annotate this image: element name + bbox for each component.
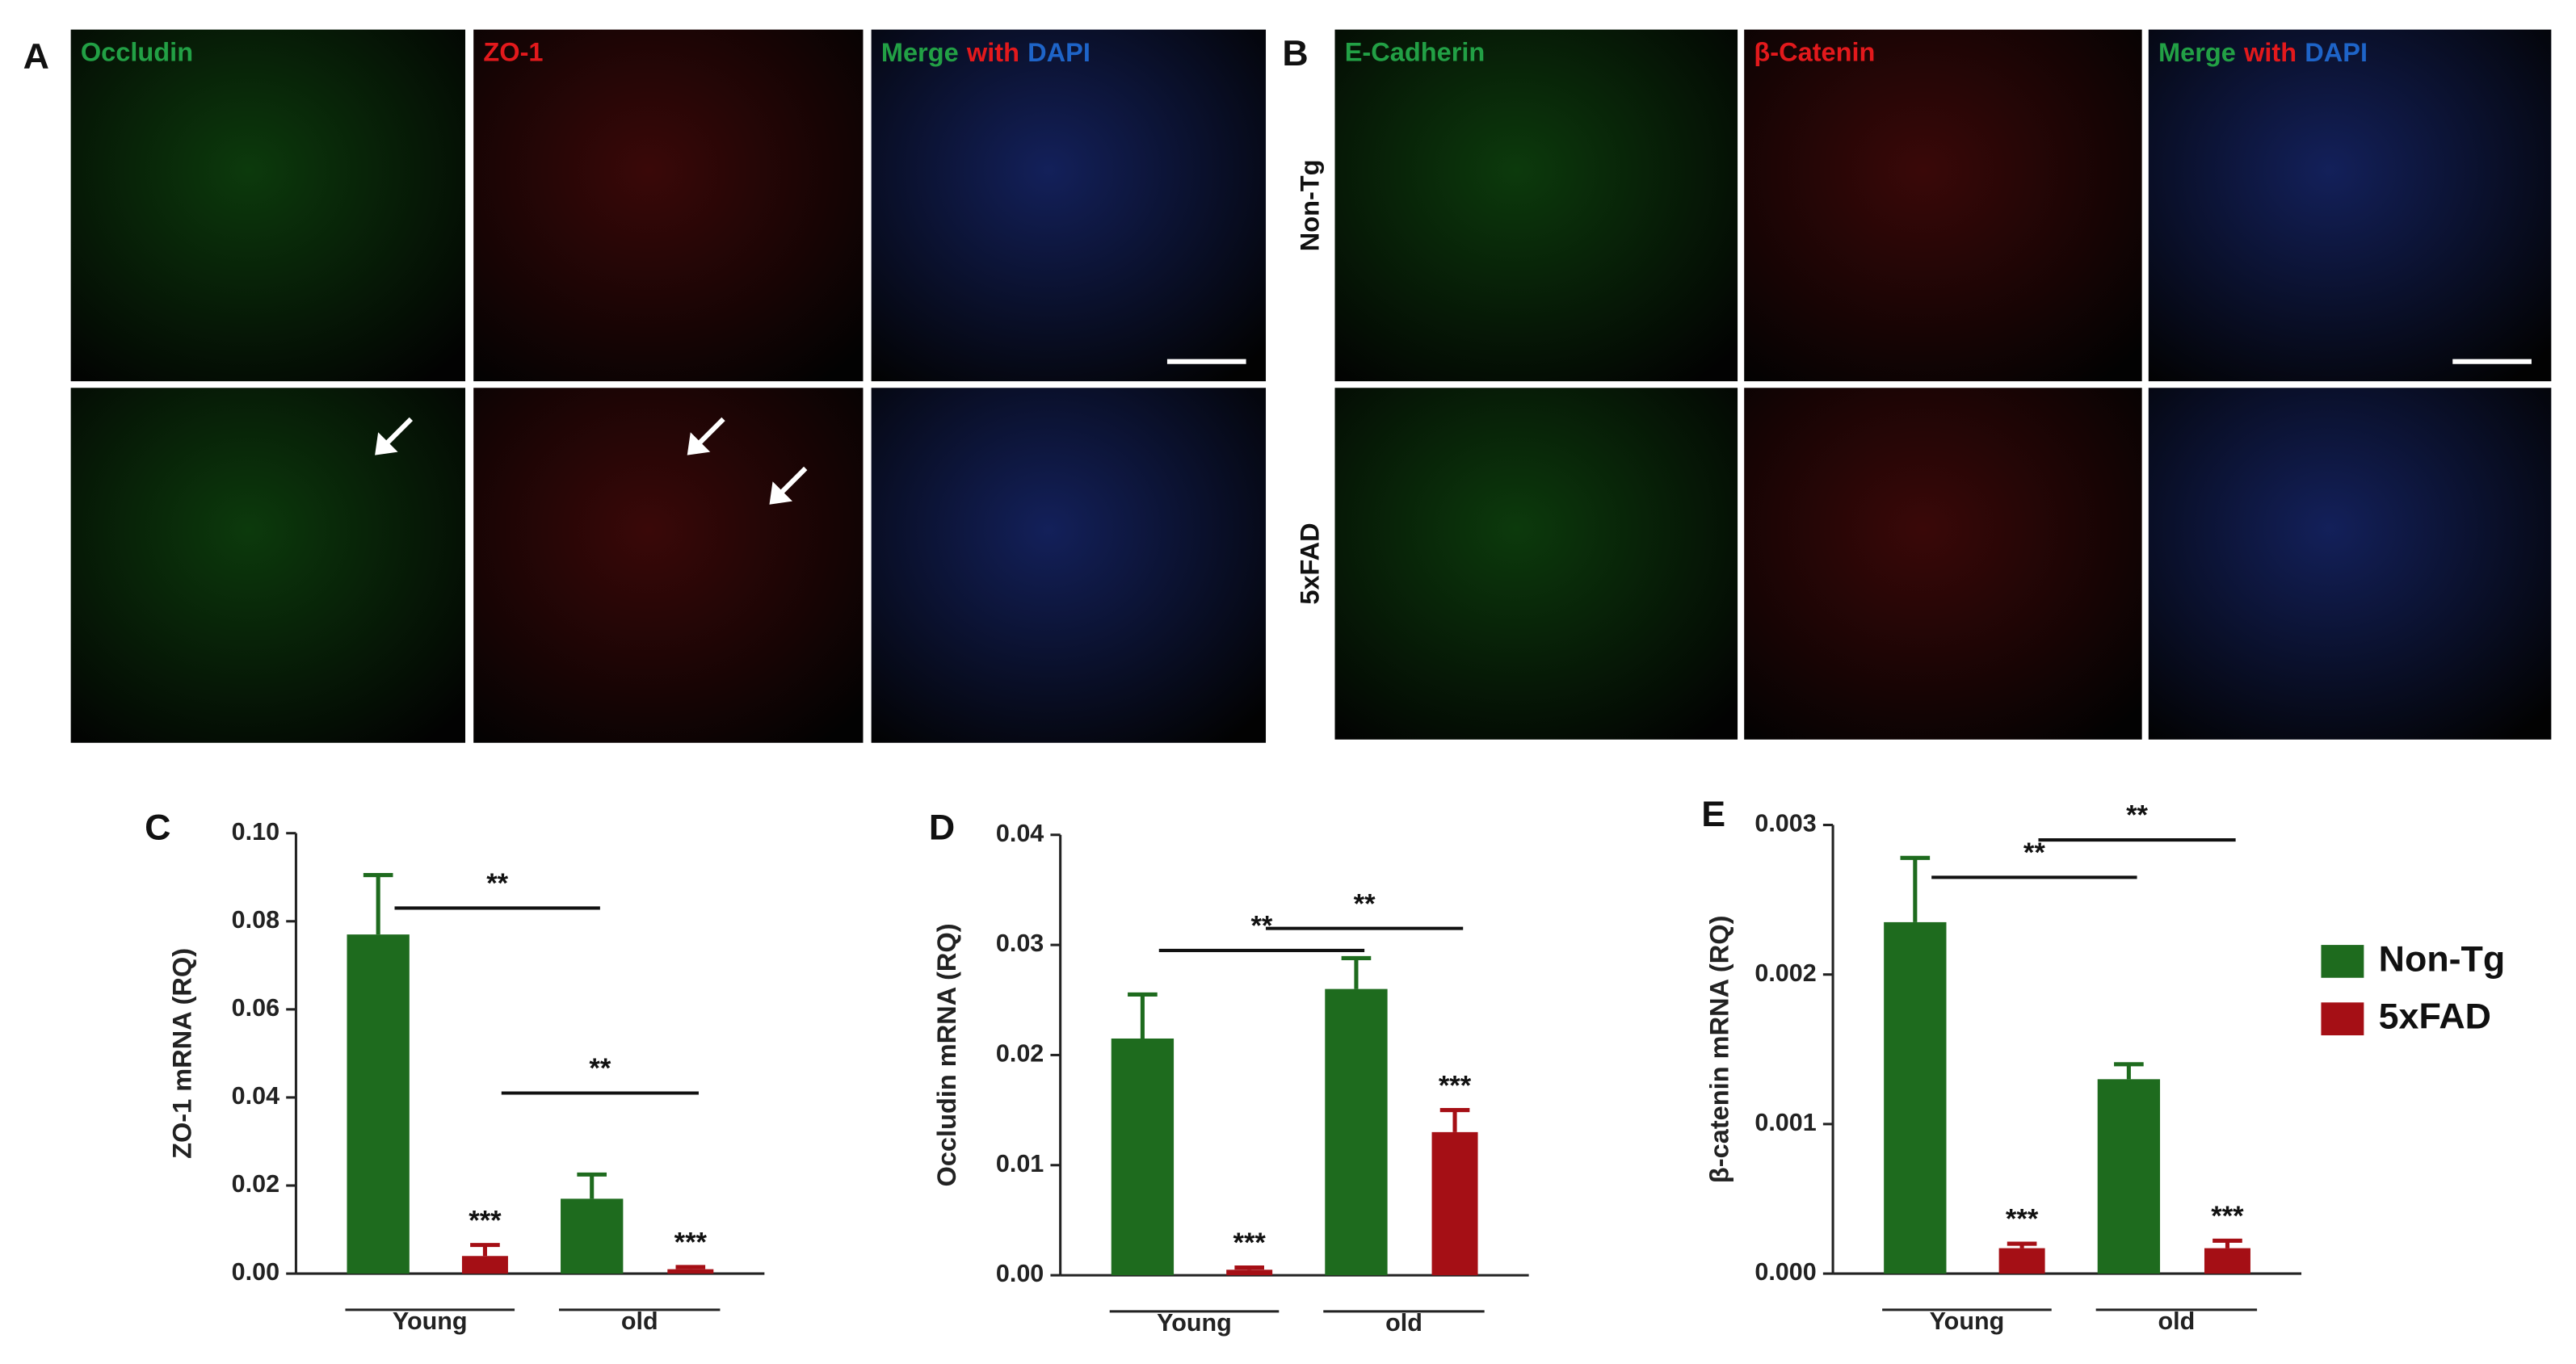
arrow-head: [769, 481, 792, 505]
y-tick-label: 0.08: [232, 906, 279, 934]
panel-label: E: [1701, 794, 1725, 834]
y-tick-label: 0.002: [1754, 959, 1816, 987]
bracket-label: **: [589, 1053, 611, 1084]
bar: [1998, 1248, 2045, 1274]
legend-swatch: [2321, 1002, 2364, 1036]
significance: ***: [2006, 1204, 2039, 1235]
significance: ***: [2211, 1201, 2244, 1232]
bar: [461, 1256, 508, 1274]
panel-label: B: [1282, 33, 1308, 73]
bar: [561, 1198, 624, 1274]
row-label: Non-Tg: [1296, 159, 1325, 251]
legend-swatch: [2321, 945, 2364, 978]
x-tick-label: old: [1385, 1309, 1422, 1337]
bar: [1226, 1270, 1273, 1276]
y-tick-label: 0.03: [996, 930, 1044, 957]
bar: [1884, 921, 1947, 1274]
merge-word: with: [2243, 38, 2297, 67]
y-tick-label: 0.06: [232, 994, 279, 1022]
panel-label: C: [145, 807, 170, 847]
merge-label: Merge with DAPI: [2158, 38, 2368, 67]
y-tick-label: 0.000: [1754, 1258, 1816, 1286]
micrograph: [70, 388, 466, 743]
bracket-label: **: [1354, 888, 1376, 919]
y-tick-label: 0.04: [232, 1082, 279, 1110]
bar: [1431, 1131, 1478, 1276]
bar: [2204, 1248, 2250, 1274]
merge-word: Merge: [2158, 38, 2236, 67]
bar: [347, 934, 410, 1274]
merge-word: Merge: [881, 38, 959, 67]
micrograph: [1334, 29, 1738, 382]
channel-label: ZO-1: [483, 38, 543, 67]
bar: [667, 1269, 714, 1274]
micrograph: [871, 29, 1267, 382]
bracket-label: **: [2126, 800, 2148, 831]
merge-word: DAPI: [2305, 38, 2368, 67]
x-tick-label: old: [2158, 1307, 2196, 1335]
y-tick-label: 0.00: [996, 1260, 1044, 1287]
bar: [1111, 1038, 1175, 1276]
merge-word: with: [966, 38, 1019, 67]
y-axis-label: Occludin mRNA (RQ): [932, 923, 961, 1186]
x-tick-label: Young: [393, 1307, 468, 1335]
x-tick-label: Young: [1157, 1309, 1232, 1337]
micrograph: [473, 29, 864, 382]
y-tick-label: 0.04: [996, 820, 1044, 847]
x-tick-label: old: [621, 1307, 658, 1335]
bracket-label: **: [1250, 911, 1272, 942]
channel-label: Occludin: [81, 38, 193, 67]
y-tick-label: 0.00: [232, 1258, 279, 1286]
legend-label: Non-Tg: [2379, 938, 2506, 979]
row-label: 5xFAD: [1296, 523, 1325, 604]
micrograph: [473, 388, 864, 743]
micrograph: [1744, 388, 2142, 740]
y-tick-label: 0.003: [1754, 810, 1816, 837]
bracket-label: **: [2023, 837, 2045, 868]
y-tick-label: 0.02: [996, 1039, 1044, 1067]
y-tick-label: 0.02: [232, 1170, 279, 1198]
micrograph: [1744, 29, 2142, 382]
y-axis-label: β-catenin mRNA (RQ): [1704, 916, 1733, 1183]
y-tick-label: 0.01: [996, 1150, 1044, 1177]
bar: [2097, 1079, 2161, 1274]
significance: ***: [674, 1228, 708, 1258]
micrograph: [2148, 29, 2552, 382]
legend-label: 5xFAD: [2379, 996, 2491, 1036]
channel-label: E-Cadherin: [1345, 38, 1486, 67]
significance: ***: [1233, 1228, 1266, 1258]
significance: ***: [469, 1205, 502, 1236]
merge-word: DAPI: [1027, 38, 1090, 67]
panel-label: A: [23, 36, 49, 77]
merge-label: Merge with DAPI: [881, 38, 1090, 67]
y-axis-label: ZO-1 mRNA (RQ): [168, 948, 197, 1159]
micrograph: [2148, 388, 2552, 740]
micrograph: [1334, 388, 1738, 740]
bar: [1325, 988, 1388, 1276]
arrow-head: [687, 432, 711, 455]
panel-label: D: [929, 807, 955, 847]
channel-label: β-Catenin: [1754, 38, 1875, 67]
bracket-label: **: [486, 868, 508, 899]
y-tick-label: 0.10: [232, 818, 279, 846]
significance: ***: [1439, 1070, 1472, 1101]
micrograph: [871, 388, 1267, 743]
x-tick-label: Young: [1930, 1307, 2005, 1335]
y-tick-label: 0.001: [1754, 1109, 1816, 1136]
arrow-head: [375, 432, 398, 455]
micrograph: [70, 29, 466, 382]
